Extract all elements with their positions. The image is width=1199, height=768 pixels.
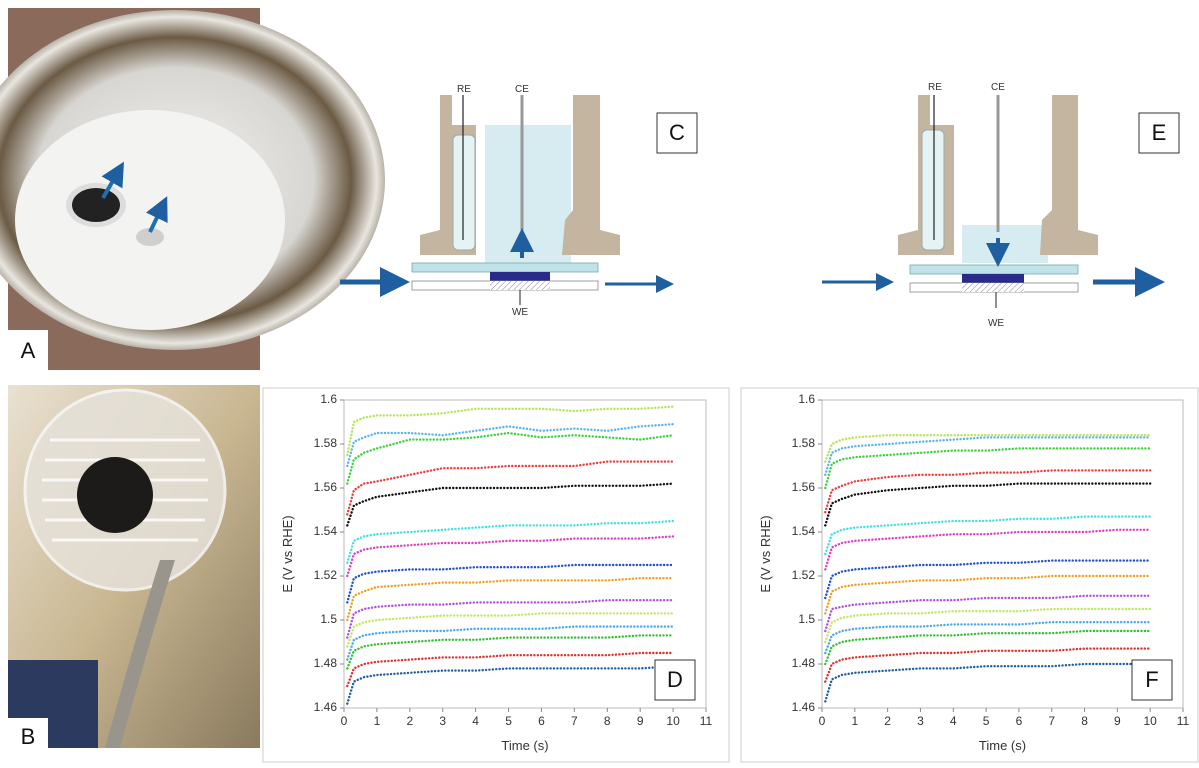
x-tick-label: 9 <box>637 714 644 728</box>
data-line <box>346 405 675 457</box>
data-line <box>824 559 1152 600</box>
y-tick-label: 1.52 <box>314 568 338 582</box>
y-tick-label: 1.52 <box>792 568 816 582</box>
data-line <box>824 594 1152 633</box>
data-line <box>824 647 1152 683</box>
y-tick-label: 1.5 <box>320 612 337 626</box>
electrode-label: WE <box>512 307 528 318</box>
electrode-label: RE <box>457 84 471 95</box>
x-tick-label: 4 <box>950 714 957 728</box>
y-tick-label: 1.54 <box>792 524 816 538</box>
y-tick-label: 1.56 <box>792 480 816 494</box>
y-tick-label: 1.48 <box>792 656 816 670</box>
annotation-box <box>1131 659 1173 701</box>
y-tick-label: 1.6 <box>798 392 815 406</box>
data-line <box>346 519 675 564</box>
chart: 1.46 1.48 1.5 1.52 1.54 1.56 1.58 1.6 0 1 2 3 4 5 6 7 8 9… <box>280 392 713 753</box>
data-line <box>346 423 675 468</box>
x-tick-label: 8 <box>604 714 611 728</box>
y-tick-label: 1.46 <box>792 700 816 714</box>
data-line <box>346 625 675 661</box>
data-line <box>346 665 675 705</box>
data-line <box>346 599 675 639</box>
data-line <box>824 447 1152 490</box>
electrode-label: WE <box>988 318 1004 329</box>
y-tick-label: 1.46 <box>314 700 338 714</box>
annotation: D <box>667 667 683 692</box>
data-line <box>346 535 675 578</box>
x-axis-label: Time (s) <box>979 738 1026 753</box>
data-line <box>346 482 675 527</box>
x-tick-label: 2 <box>884 714 891 728</box>
x-tick-label: 3 <box>917 714 924 728</box>
electrode-label: CE <box>515 84 529 95</box>
data-line <box>346 563 675 604</box>
data-line <box>346 431 675 485</box>
x-tick-label: 6 <box>538 714 545 728</box>
x-tick-label: 11 <box>1177 714 1190 728</box>
y-tick-label: 1.48 <box>314 656 338 670</box>
y-tick-label: 1.6 <box>320 392 337 406</box>
y-tick-label: 1.58 <box>792 436 816 450</box>
x-tick-label: 6 <box>1016 714 1023 728</box>
y-tick-label: 1.54 <box>314 524 338 538</box>
data-line <box>346 577 675 622</box>
x-tick-label: 4 <box>472 714 479 728</box>
y-tick-label: 1.58 <box>314 436 338 450</box>
y-tick-label: 1.5 <box>798 612 815 626</box>
panel-frame <box>740 387 1199 763</box>
data-line <box>824 436 1152 476</box>
data-line <box>346 460 675 516</box>
x-tick-label: 1 <box>851 714 858 728</box>
x-axis-label: Time (s) <box>501 738 548 753</box>
panel-label: E <box>1152 120 1167 145</box>
panel-frame <box>262 387 730 763</box>
electrode-label: CE <box>991 82 1005 93</box>
y-axis-label: E (V vs RHE) <box>280 515 295 592</box>
x-tick-label: 10 <box>1144 714 1158 728</box>
chart: 1.46 1.48 1.5 1.52 1.54 1.56 1.58 1.6 0 1 2 3 4 5 6 7 8 9… <box>758 392 1190 753</box>
plot-area <box>821 399 1184 709</box>
data-line <box>824 621 1152 655</box>
electrode-label: RE <box>928 82 942 93</box>
diagram-e: RE CE WE E <box>822 82 1180 329</box>
x-tick-label: 1 <box>374 714 381 728</box>
data-line <box>824 629 1152 666</box>
x-tick-label: 3 <box>439 714 446 728</box>
x-tick-label: 10 <box>666 714 680 728</box>
x-tick-label: 0 <box>819 714 826 728</box>
x-tick-label: 0 <box>341 714 348 728</box>
y-axis-label: E (V vs RHE) <box>758 515 773 592</box>
x-tick-label: 5 <box>505 714 512 728</box>
photo-b: B <box>8 385 260 758</box>
diagram-c: RE CE WE C <box>340 84 698 318</box>
data-line <box>824 482 1152 527</box>
panel-label: C <box>669 120 685 145</box>
data-line <box>824 469 1152 514</box>
x-tick-label: 11 <box>700 714 713 728</box>
photo-a: A <box>0 8 385 370</box>
data-line <box>824 662 1152 703</box>
x-tick-label: 7 <box>1048 714 1055 728</box>
x-tick-label: 8 <box>1081 714 1088 728</box>
x-tick-label: 2 <box>406 714 413 728</box>
data-line <box>346 612 675 648</box>
data-line <box>824 434 1152 463</box>
panel-label: A <box>21 338 36 363</box>
data-line <box>824 515 1152 556</box>
plot-area <box>343 399 707 709</box>
x-tick-label: 9 <box>1114 714 1121 728</box>
y-tick-label: 1.56 <box>314 480 338 494</box>
annotation-box <box>654 659 696 701</box>
panel-label: B <box>21 724 36 749</box>
data-line <box>824 528 1152 571</box>
x-tick-label: 7 <box>571 714 578 728</box>
data-line <box>824 574 1152 615</box>
data-line <box>346 634 675 670</box>
data-line <box>346 651 675 688</box>
annotation: F <box>1145 667 1158 692</box>
x-tick-label: 5 <box>983 714 990 728</box>
data-line <box>824 607 1152 644</box>
